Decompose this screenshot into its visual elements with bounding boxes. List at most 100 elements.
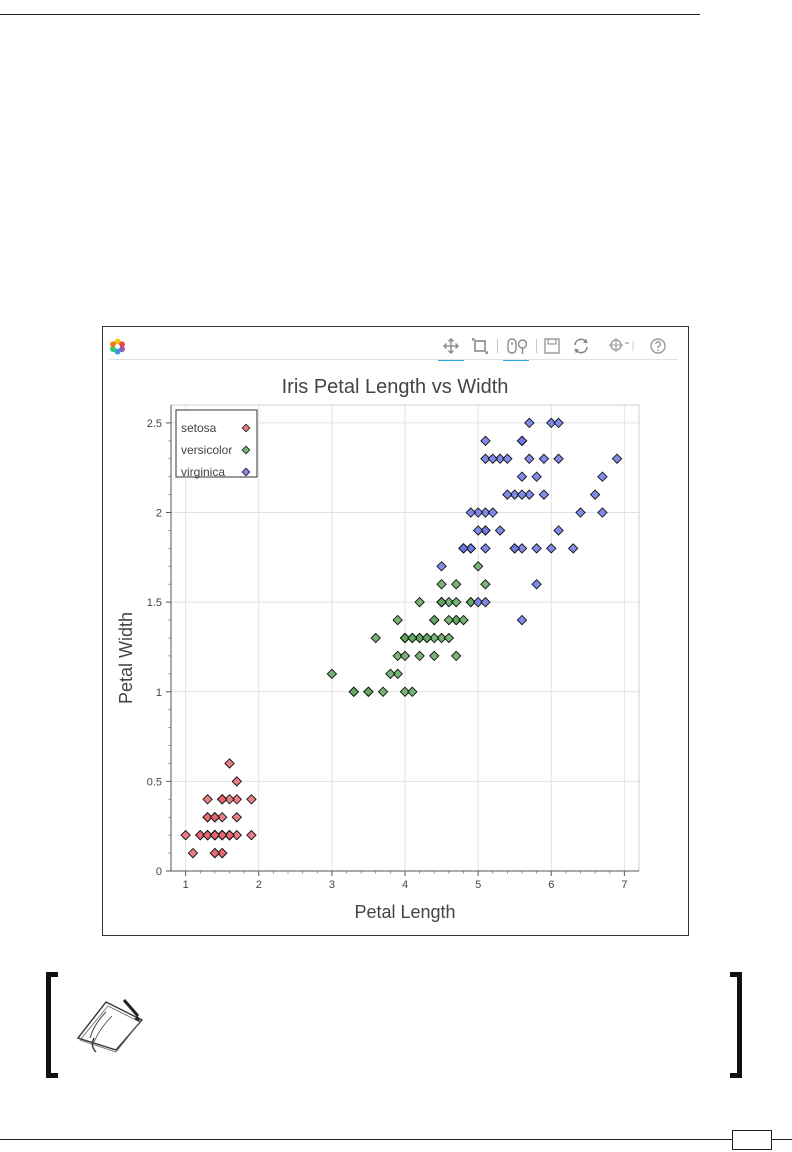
y-tick-label: 2.5 [147,418,162,430]
note-bracket-left [46,972,58,1078]
data-point-versicolor [429,650,440,662]
data-point-setosa [209,847,221,859]
x-tick-label: 1 [183,879,189,891]
data-point-setosa [224,794,235,805]
data-point-versicolor [436,596,447,608]
data-point-versicolor [407,632,418,644]
data-point-virginica [480,453,491,465]
data-point-virginica [597,471,608,482]
data-point-virginica [516,435,528,447]
data-point-virginica [524,453,535,465]
data-point-virginica [597,507,608,518]
x-tick-label: 6 [548,879,554,891]
y-tick-label: 0.5 [147,776,162,788]
data-point-versicolor [421,632,433,644]
data-point-virginica [480,507,491,518]
data-point-setosa [231,811,243,823]
data-point-versicolor [370,632,381,644]
chart-title: Iris Petal Length vs Width [282,376,509,398]
data-point-setosa [216,847,228,859]
x-tick-label: 7 [621,879,627,891]
data-point-versicolor [385,668,396,680]
data-point-versicolor [407,686,418,698]
notes-icon [76,999,144,1053]
data-point-versicolor [348,686,360,698]
toolbar-separator [536,339,537,353]
data-point-virginica [611,453,623,465]
data-point-versicolor [363,686,374,698]
data-point-versicolor [458,614,469,626]
data-point-setosa [246,829,257,841]
axes: 1 2 3 4 5 6 7 0 0.5 1 1.5 2 2.5 [147,405,639,891]
x-tick-label: 3 [329,879,335,891]
data-point-versicolor [480,578,491,590]
data-points [180,417,623,859]
save-icon [544,338,560,354]
data-point-virginica [589,489,601,500]
data-point-versicolor [450,614,462,626]
data-point-virginica [516,543,528,554]
data-point-virginica [538,453,550,465]
data-point-virginica [553,417,564,429]
y-tick-label: 1 [156,687,162,699]
data-point-versicolor [377,686,389,698]
data-point-versicolor [429,614,440,626]
y-tick-label: 0 [156,866,162,878]
bokeh-figure: Iris Petal Length vs Width 1 2 3 4 5 6 7 0 0.5 1 1… [102,326,689,936]
data-point-virginica [531,578,542,590]
data-point-virginica [465,543,477,554]
x-tick-label: 5 [475,879,481,891]
data-point-versicolor [414,596,425,608]
data-point-versicolor [443,632,455,644]
y-axis-title: Petal Width [116,612,136,704]
legend-label: versicolor [181,443,232,457]
data-point-virginica [553,525,564,536]
data-point-versicolor [414,632,425,644]
data-point-versicolor [399,632,411,644]
data-point-virginica [509,543,520,554]
data-point-setosa [202,829,213,841]
page-number-box [732,1130,772,1150]
legend-marker-setosa [241,423,251,433]
data-point-versicolor [414,650,425,662]
data-point-virginica [509,489,520,500]
note-bracket-right [730,972,742,1078]
resize-tool-button[interactable] [609,337,634,355]
data-point-setosa [224,829,235,841]
data-point-versicolor [465,596,477,608]
data-point-versicolor [392,668,403,680]
data-point-setosa [202,811,213,823]
data-point-setosa [202,794,213,805]
data-point-virginica [531,543,542,554]
data-point-virginica [524,417,535,429]
data-point-virginica [516,471,528,482]
data-point-setosa [224,758,235,769]
data-point-setosa [195,829,206,841]
legend-label: virginica [181,465,225,479]
pan-icon [443,338,459,354]
data-point-virginica [465,507,477,518]
bokeh-logo-icon [110,338,125,355]
data-point-virginica [494,525,506,536]
data-point-virginica [516,489,528,500]
data-point-virginica [494,453,506,465]
pan-tool-button[interactable] [438,337,464,361]
legend-box [175,409,258,478]
reset-tool-button[interactable] [572,337,590,355]
data-point-virginica [480,525,491,536]
save-tool-button[interactable] [543,337,561,355]
data-point-virginica [546,417,557,429]
data-point-versicolor [450,578,462,590]
x-tick-label: 2 [256,879,262,891]
scatter-plot[interactable]: Iris Petal Length vs Width 1 2 3 4 5 6 700.511… [103,361,688,935]
wheel-zoom-tool-button[interactable] [503,337,529,361]
data-point-virginica [487,507,498,518]
data-point-versicolor [443,596,455,608]
help-tool-button[interactable] [649,337,667,355]
y-tick-label: 2 [156,508,162,520]
legend-marker-virginica [241,467,251,477]
box-zoom-tool-button[interactable] [471,337,489,355]
data-point-virginica [575,507,586,518]
toolbar-separator [497,339,498,353]
legend-marker-versicolor [241,445,251,455]
